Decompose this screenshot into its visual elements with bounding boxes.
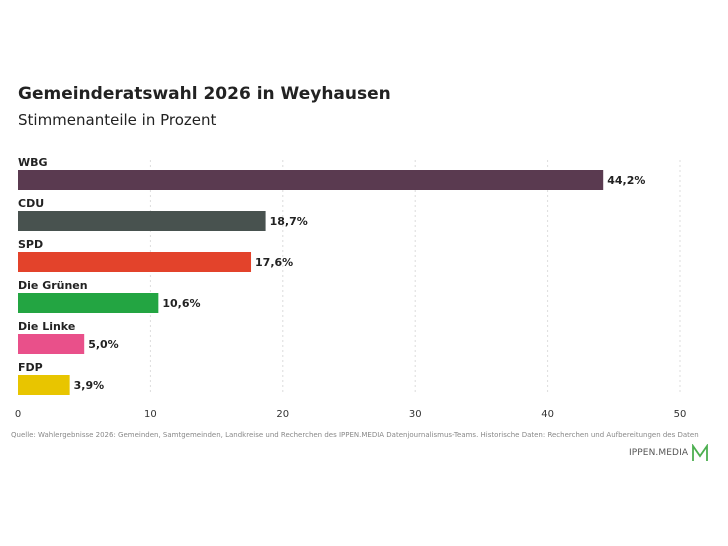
- data-label: 5,0%: [88, 338, 119, 351]
- x-axis: 0 10 20 30 40 50: [15, 409, 687, 420]
- x-tick-label: 40: [541, 409, 554, 420]
- bar: [18, 375, 70, 395]
- bar-chart: WBG 44,2% CDU 18,7% SPD 17,6% Die Grünen 10,6% D…: [15, 156, 687, 420]
- publisher-logo[interactable]: IPPEN.MEDIA: [629, 443, 709, 463]
- data-label: 18,7%: [270, 215, 308, 228]
- chart-title: Gemeinderatswahl 2026 in Weyhausen: [18, 84, 391, 104]
- data-label: 44,2%: [607, 174, 645, 187]
- bar: [18, 211, 266, 231]
- source-note: Quelle: Wahlergebnisse 2026: Gemeinden, …: [11, 431, 699, 439]
- category-label: FDP: [18, 361, 43, 374]
- bar: [18, 170, 604, 190]
- bar: [18, 252, 252, 272]
- category-label: CDU: [18, 197, 44, 210]
- data-label: 3,9%: [74, 379, 105, 392]
- bar: [18, 334, 85, 354]
- data-label: 10,6%: [162, 297, 200, 310]
- x-tick-label: 30: [409, 409, 422, 420]
- x-tick-label: 0: [15, 409, 21, 420]
- category-label: Die Linke: [18, 320, 75, 333]
- x-tick-label: 50: [674, 409, 687, 420]
- logo-m-icon: [692, 444, 708, 461]
- bars: WBG 44,2% CDU 18,7% SPD 17,6% Die Grünen 10,6% D…: [18, 156, 645, 395]
- data-label: 17,6%: [255, 256, 293, 269]
- chart-subtitle: Stimmenanteile in Prozent: [18, 111, 217, 129]
- category-label: Die Grünen: [18, 279, 88, 292]
- category-label: WBG: [18, 156, 48, 169]
- gridlines: [149, 160, 681, 392]
- logo-text: IPPEN.MEDIA: [629, 448, 689, 458]
- x-tick-label: 10: [144, 409, 157, 420]
- x-tick-label: 20: [276, 409, 289, 420]
- bar: [18, 293, 159, 313]
- category-label: SPD: [18, 238, 43, 251]
